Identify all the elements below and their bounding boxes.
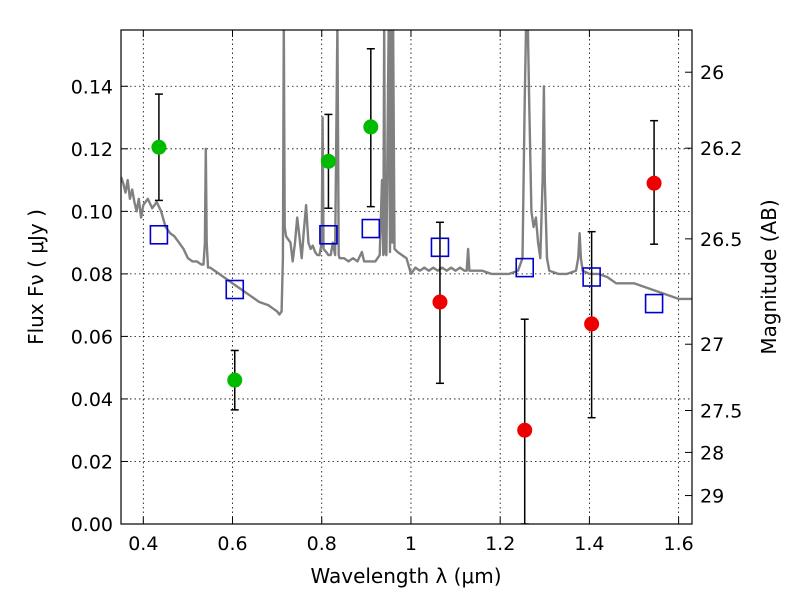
red-point [584, 316, 600, 332]
right-tick-label: 27 [700, 334, 724, 356]
model-square [644, 293, 664, 314]
green-point [151, 139, 167, 155]
plot-frame [120, 29, 693, 525]
model-square [430, 237, 450, 258]
right-tick-label: 28 [700, 442, 724, 464]
red-point [646, 175, 662, 191]
y-tick-label: 0.10 [71, 201, 113, 223]
model-square [225, 279, 245, 300]
y-axis-right-label: Magnitude (AB) [757, 199, 781, 354]
right-tick-label: 27.5 [700, 401, 742, 423]
x-tick-label: 1.6 [664, 533, 694, 555]
y-tick-label: 0.12 [71, 139, 113, 161]
x-tick-label: 0.6 [217, 533, 247, 555]
y-tick-label: 0.06 [71, 326, 113, 348]
right-tick-label: 26.2 [700, 138, 742, 160]
tick-labels: 0.4 0.6 0.8 1 1.2 1.4 1.6 0.00 0.02 0.04 0.06 0.08 0… [71, 62, 743, 555]
model-square [361, 218, 381, 239]
green-point [320, 153, 336, 169]
right-tick-label: 29 [700, 486, 724, 508]
x-tick-label: 1.2 [485, 533, 515, 555]
y-tick-label: 0.14 [71, 76, 113, 98]
model-square [582, 267, 601, 287]
marker-layer [149, 119, 664, 438]
y-tick-label: 0.04 [71, 389, 113, 411]
right-tick-label: 26 [700, 62, 724, 84]
green-point [363, 119, 379, 135]
y-tick-label: 0.00 [71, 514, 113, 536]
green-point [227, 372, 243, 388]
model-square [319, 224, 338, 245]
red-point [517, 422, 533, 438]
model-square [149, 224, 169, 245]
x-tick-label: 0.8 [307, 533, 337, 555]
right-tick-label: 26.5 [700, 229, 742, 251]
y-axis-label: Flux Fν ( μJy ) [24, 209, 48, 345]
model-square [515, 257, 535, 278]
x-tick-label: 1 [405, 533, 417, 555]
x-tick-label: 0.4 [128, 533, 158, 555]
x-axis-label: Wavelength λ (μm) [310, 564, 501, 588]
plot-area [121, 30, 692, 524]
x-tick-label: 1.4 [574, 533, 604, 555]
spectrum-line [121, 30, 692, 316]
y-tick-label: 0.08 [71, 264, 113, 286]
ticks [121, 30, 692, 525]
red-point [432, 294, 448, 310]
spectrum-layer [121, 30, 692, 316]
y-tick-label: 0.02 [71, 451, 113, 473]
